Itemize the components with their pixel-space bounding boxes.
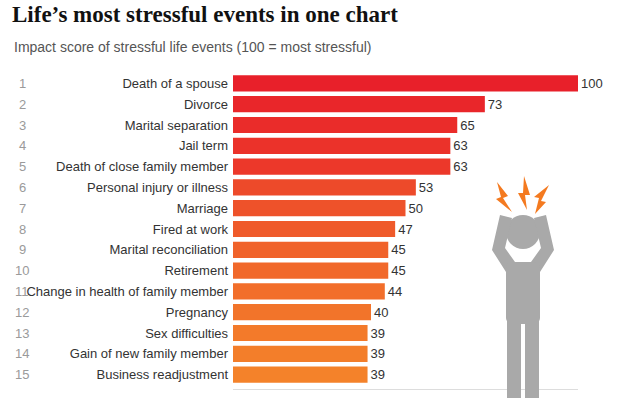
svg-text:Death of close family member: Death of close family member: [56, 159, 229, 174]
svg-text:Impact score of stressful life: Impact score of stressful life events (1…: [14, 39, 372, 55]
svg-text:Fired at work: Fired at work: [153, 222, 229, 237]
svg-text:14: 14: [15, 346, 29, 361]
svg-text:3: 3: [19, 118, 26, 133]
svg-text:1: 1: [19, 76, 26, 91]
svg-text:12: 12: [15, 305, 29, 320]
svg-text:6: 6: [19, 180, 26, 195]
svg-text:Personal injury or illness: Personal injury or illness: [87, 180, 228, 195]
svg-text:Gain of new family member: Gain of new family member: [70, 346, 229, 361]
svg-text:Change in health of family mem: Change in health of family member: [26, 284, 228, 299]
svg-text:100: 100: [581, 76, 603, 91]
svg-text:50: 50: [409, 201, 423, 216]
svg-text:Jail term: Jail term: [179, 138, 228, 153]
svg-text:13: 13: [15, 326, 29, 341]
svg-text:10: 10: [15, 263, 29, 278]
svg-text:65: 65: [460, 118, 474, 133]
svg-text:44: 44: [388, 284, 402, 299]
svg-text:63: 63: [453, 138, 467, 153]
svg-text:5: 5: [19, 159, 26, 174]
svg-text:15: 15: [15, 367, 29, 382]
svg-text:9: 9: [19, 242, 26, 257]
svg-text:Business readjustment: Business readjustment: [96, 367, 228, 382]
svg-text:2: 2: [19, 97, 26, 112]
svg-text:11: 11: [15, 284, 29, 299]
svg-text:45: 45: [391, 242, 405, 257]
svg-text:47: 47: [398, 222, 412, 237]
svg-text:8: 8: [19, 222, 26, 237]
svg-text:Pregnancy: Pregnancy: [166, 305, 229, 320]
svg-text:40: 40: [374, 305, 388, 320]
svg-text:7: 7: [19, 201, 26, 216]
svg-text:Divorce: Divorce: [184, 97, 228, 112]
svg-text:Life’s most stressful events i: Life’s most stressful events in one char…: [12, 2, 398, 27]
svg-text:Retirement: Retirement: [164, 263, 228, 278]
svg-text:Marital separation: Marital separation: [125, 118, 228, 133]
svg-text:Marriage: Marriage: [177, 201, 228, 216]
svg-text:39: 39: [371, 367, 385, 382]
svg-text:73: 73: [488, 97, 502, 112]
svg-text:Death of a spouse: Death of a spouse: [122, 76, 228, 91]
svg-text:53: 53: [419, 180, 433, 195]
svg-text:45: 45: [391, 263, 405, 278]
svg-text:Marital reconciliation: Marital reconciliation: [110, 242, 229, 257]
svg-text:Sex difficulties: Sex difficulties: [145, 326, 228, 341]
svg-text:63: 63: [453, 159, 467, 174]
svg-text:39: 39: [371, 346, 385, 361]
svg-text:39: 39: [371, 326, 385, 341]
svg-text:4: 4: [19, 138, 26, 153]
